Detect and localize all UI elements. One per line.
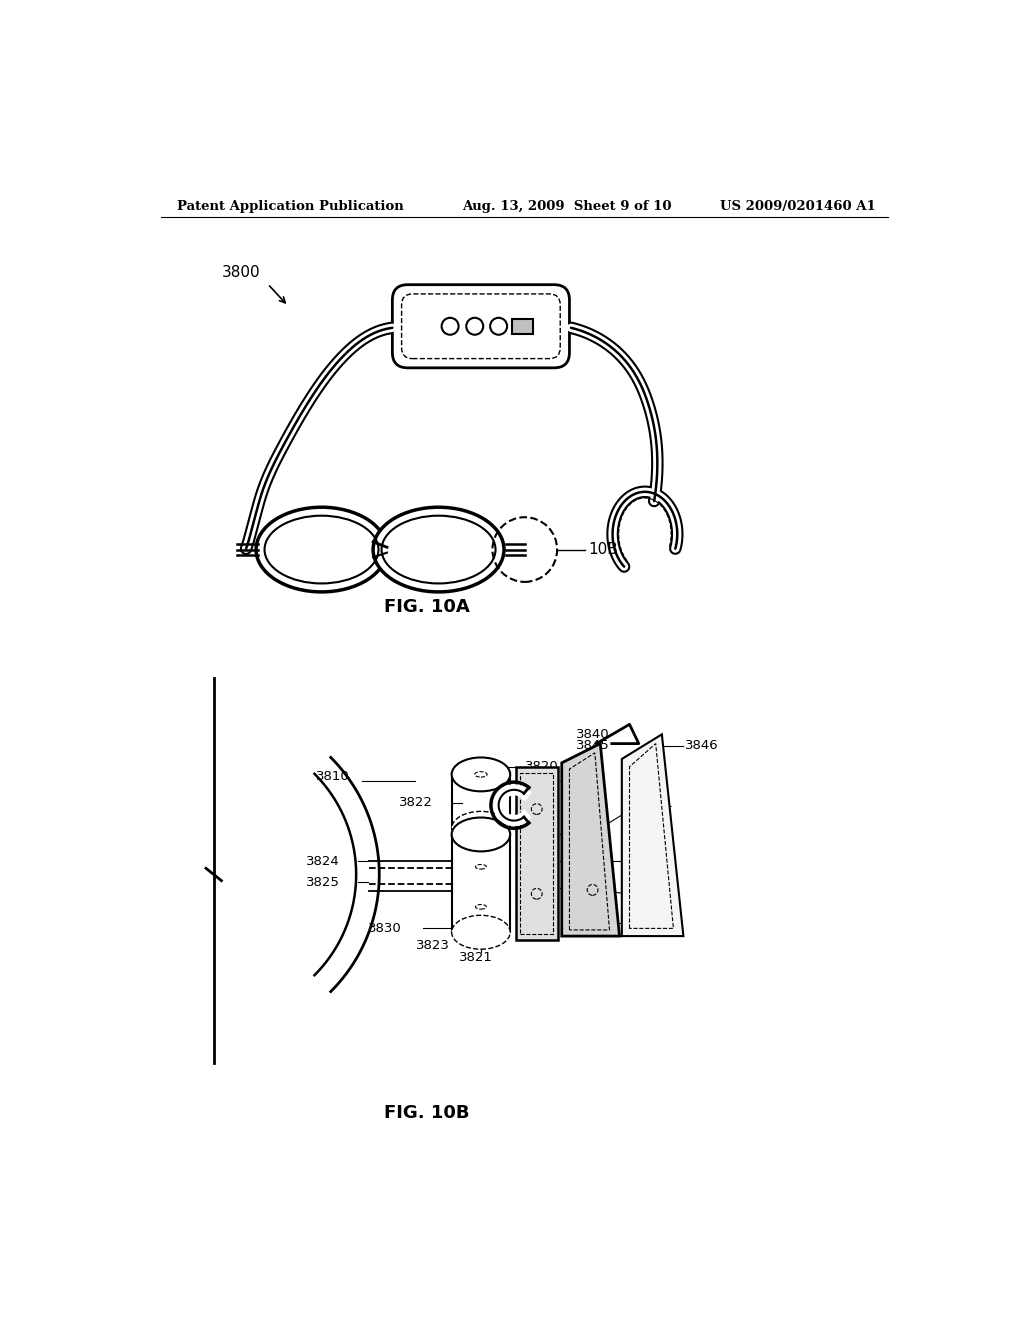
Text: 3821: 3821 (459, 952, 493, 964)
Ellipse shape (475, 904, 486, 909)
Ellipse shape (452, 915, 510, 949)
Ellipse shape (452, 812, 510, 845)
Ellipse shape (475, 865, 486, 869)
Ellipse shape (475, 772, 487, 777)
Text: Patent Application Publication: Patent Application Publication (177, 199, 403, 213)
Text: 3850: 3850 (640, 855, 674, 869)
Text: 3820: 3820 (524, 760, 558, 774)
Text: 3840: 3840 (575, 727, 609, 741)
Polygon shape (562, 743, 620, 936)
Bar (515, 767, 558, 940)
Text: 3841: 3841 (640, 797, 674, 810)
Text: US 2009/0201460 A1: US 2009/0201460 A1 (720, 199, 876, 213)
Ellipse shape (452, 817, 510, 851)
Text: Aug. 13, 2009  Sheet 9 of 10: Aug. 13, 2009 Sheet 9 of 10 (462, 199, 671, 213)
Text: 3844: 3844 (640, 890, 674, 903)
Text: 3843: 3843 (544, 774, 578, 787)
Text: FIG. 10B: FIG. 10B (384, 1105, 470, 1122)
Text: 3800: 3800 (221, 265, 260, 280)
Text: 3810: 3810 (316, 770, 350, 783)
Text: 10B: 10B (589, 543, 618, 557)
Text: 3830: 3830 (368, 921, 401, 935)
Bar (512, 318, 534, 334)
Text: 3845: 3845 (575, 739, 609, 751)
Text: FIG. 10A: FIG. 10A (384, 598, 470, 615)
Polygon shape (622, 734, 683, 936)
Text: 3824: 3824 (306, 855, 340, 869)
Ellipse shape (373, 507, 504, 591)
Ellipse shape (256, 507, 387, 591)
Text: 3842: 3842 (645, 916, 679, 929)
Text: 3823: 3823 (416, 939, 451, 952)
Text: 3825: 3825 (306, 875, 340, 888)
Ellipse shape (452, 758, 510, 792)
FancyBboxPatch shape (392, 285, 569, 368)
Text: 3822: 3822 (398, 796, 432, 809)
Text: 3846: 3846 (685, 739, 719, 752)
